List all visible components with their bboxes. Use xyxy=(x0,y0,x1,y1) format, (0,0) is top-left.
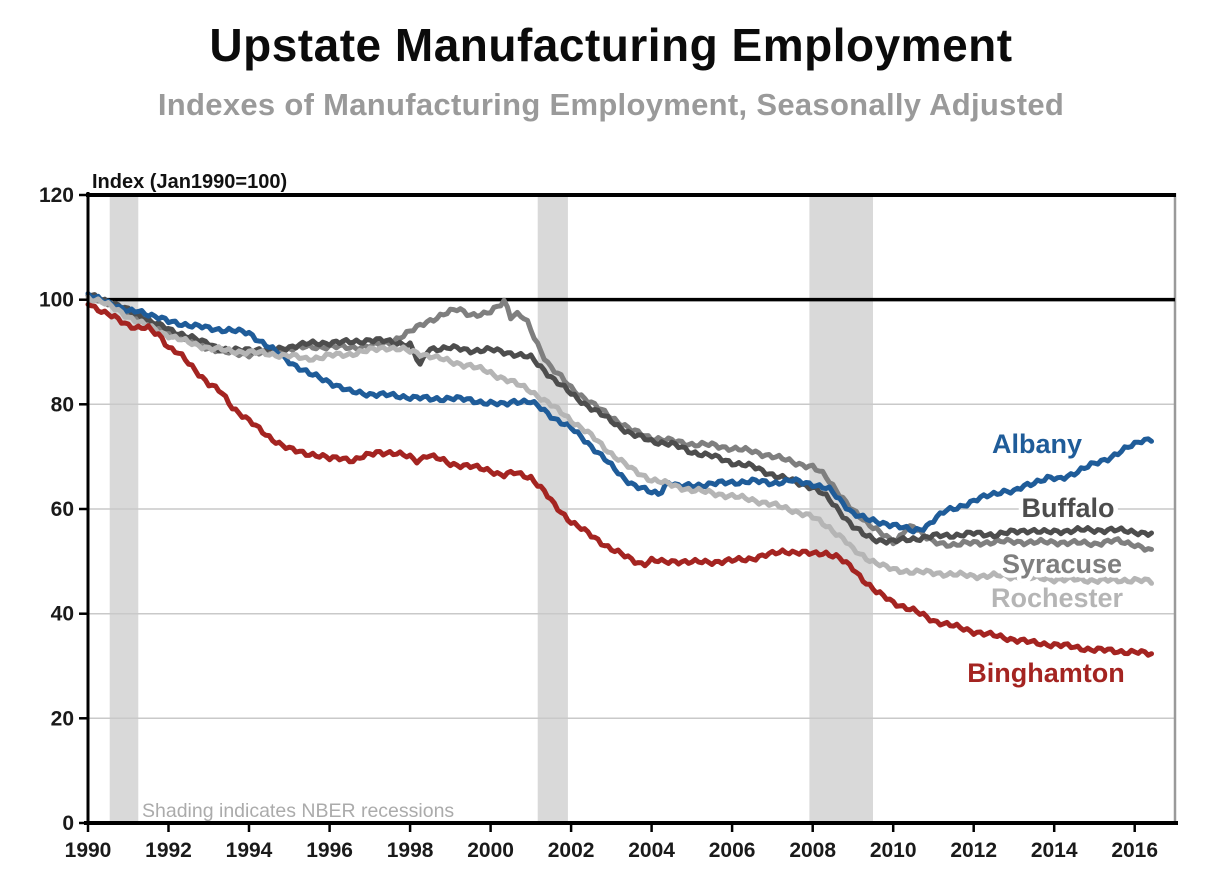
page-subtitle: Indexes of Manufacturing Employment, Sea… xyxy=(157,87,1065,122)
x-tick-label: 1990 xyxy=(65,839,112,862)
x-tick-label: 1996 xyxy=(306,839,353,862)
y-tick-label: 40 xyxy=(51,603,74,626)
y-tick-label: 20 xyxy=(51,707,74,730)
y-tick-label: 80 xyxy=(51,393,74,416)
x-tick-label: 2008 xyxy=(789,839,836,862)
series-label-buffalo: Buffalo xyxy=(1022,493,1115,523)
series-line-albany xyxy=(85,291,1154,535)
x-tick-label: 2006 xyxy=(709,839,756,862)
y-tick-label: 100 xyxy=(39,289,74,312)
x-tick-label: 1992 xyxy=(145,839,192,862)
x-tick-label: 2016 xyxy=(1111,839,1158,862)
y-tick-label: 60 xyxy=(51,498,74,521)
x-tick-label: 1998 xyxy=(387,839,434,862)
x-tick-label: 2010 xyxy=(870,839,917,862)
series-line-rochester xyxy=(85,294,1154,586)
recession-shading-note: Shading indicates NBER recessions xyxy=(142,800,454,822)
x-tick-label: 2012 xyxy=(950,839,997,862)
y-tick-label: 0 xyxy=(62,812,74,835)
series-label-syracuse: Syracuse xyxy=(1002,549,1122,579)
x-tick-label: 2004 xyxy=(628,839,675,862)
x-tick-label: 1994 xyxy=(226,839,273,862)
page-title: Upstate Manufacturing Employment xyxy=(209,19,1013,71)
x-tick-label: 2002 xyxy=(548,839,595,862)
y-tick-label: 120 xyxy=(39,184,74,207)
series-line-binghamton xyxy=(85,301,1154,658)
series-label-binghamton: Binghamton xyxy=(967,658,1124,688)
x-tick-label: 2000 xyxy=(467,839,514,862)
series-label-rochester: Rochester xyxy=(991,583,1124,613)
series-label-albany: Albany xyxy=(992,429,1082,459)
y-axis-title: Index (Jan1990=100) xyxy=(92,171,287,193)
x-tick-label: 2014 xyxy=(1031,839,1078,862)
